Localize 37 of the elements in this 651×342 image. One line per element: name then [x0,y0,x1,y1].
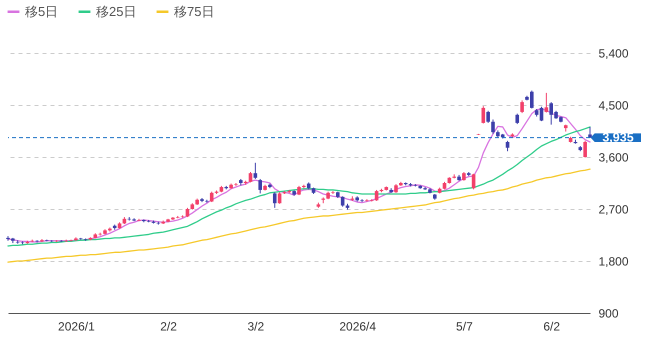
line-series [7,168,591,263]
x-tick-label: 6/2 [543,320,560,334]
candlestick [340,196,344,208]
y-tick-label: 1,800 [598,254,629,268]
legend-label: 移25日 [96,4,136,19]
candlestick [520,100,524,114]
candlestick [297,185,301,196]
x-tick-label: 5/7 [456,320,474,334]
candlestick [210,191,214,203]
y-tick-label: 900 [598,306,619,320]
candlestick [278,192,282,204]
candlestick [472,173,476,190]
x-tick-label: 2/2 [160,320,178,334]
candlestick [515,113,520,125]
ref-line-label: 3,935 [602,130,634,145]
x-tick-label: 2026/1 [58,320,96,334]
legend-label: 移5日 [25,4,58,19]
line-series [7,126,591,247]
x-tick-label: 2026/4 [339,320,376,334]
candlestick [374,189,378,202]
candlestick [544,92,548,114]
legend-label: 移75日 [174,4,214,19]
candlestick [186,207,190,218]
candlestick [491,118,495,134]
candlestick [272,192,277,208]
candlestick [486,110,490,124]
y-tick-label: 5,400 [598,46,629,60]
y-tick-label: 2,700 [598,202,629,216]
y-tick-label: 4,500 [598,98,629,112]
candlestick [506,140,510,152]
candlestick [254,162,258,180]
y-tick-label: 3,600 [598,150,629,164]
candlestick [258,178,262,194]
candlestick [248,172,252,183]
x-tick-label: 3/2 [248,320,265,334]
candlestick [482,106,486,124]
candlestick [583,140,587,158]
